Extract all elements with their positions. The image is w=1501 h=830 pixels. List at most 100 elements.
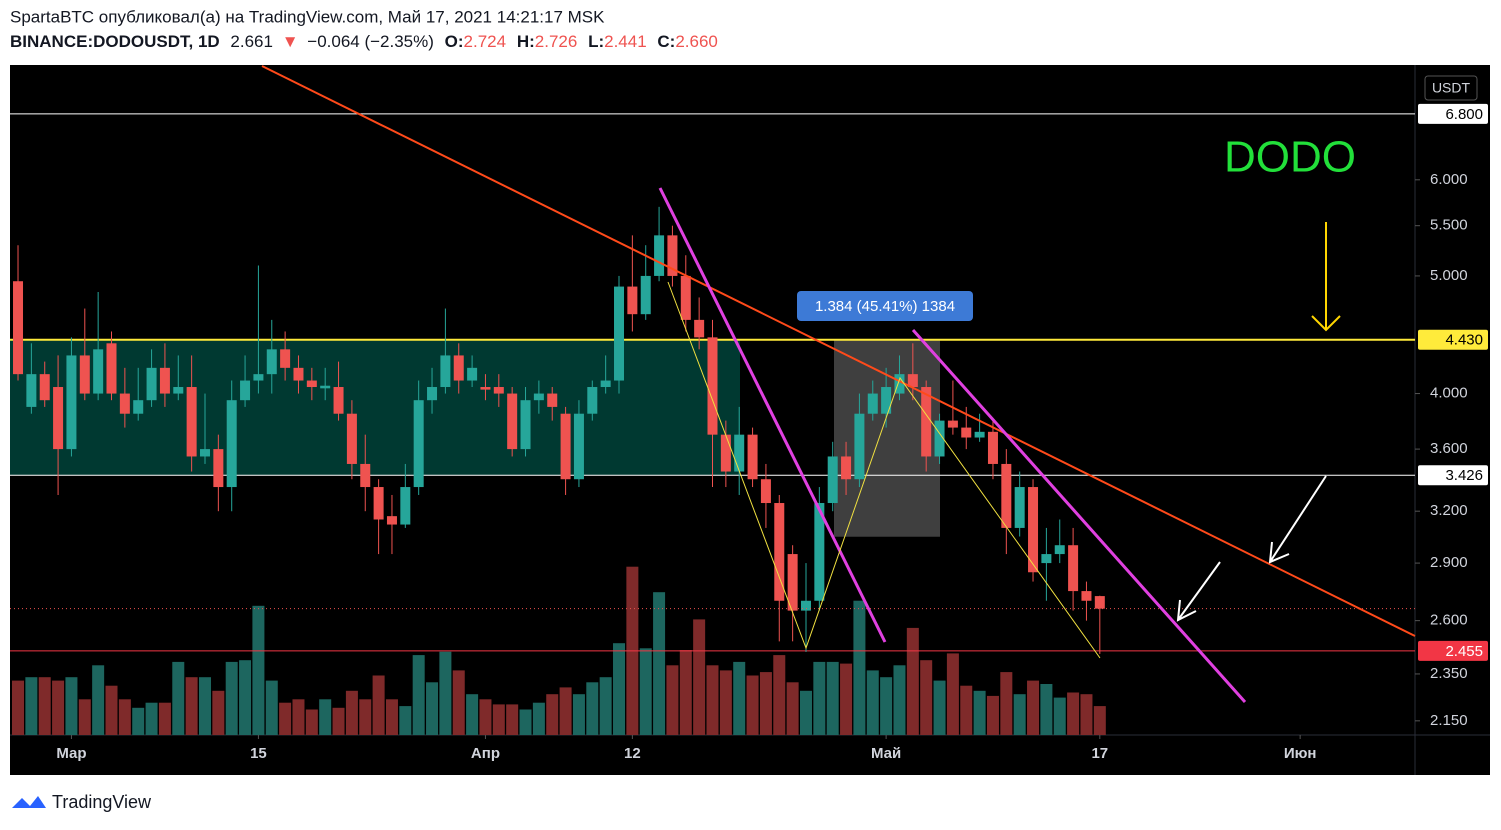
candle-body	[39, 374, 50, 401]
volume-bar	[786, 682, 799, 735]
volume-bar	[332, 707, 345, 735]
measure-label: 1.384 (45.41%) 1384	[815, 298, 955, 315]
x-tick-label: 12	[624, 745, 641, 762]
volume-bar	[52, 680, 65, 735]
candle-body	[640, 275, 651, 315]
open-label: O:	[445, 32, 464, 51]
volume-bar	[1040, 684, 1053, 735]
volume-bar	[1067, 692, 1080, 735]
volume-bar	[599, 677, 612, 735]
trend-line	[911, 329, 1247, 703]
low-label: L:	[588, 32, 604, 51]
candle-body	[320, 385, 331, 389]
close-label: C:	[657, 32, 675, 51]
y-tick-label: 3.200	[1430, 502, 1468, 519]
candle-body	[373, 487, 384, 520]
volume-bar	[519, 709, 532, 735]
candle-body	[934, 420, 945, 457]
y-tick-label: 2.600	[1430, 612, 1468, 629]
change-arrow: ▼	[282, 32, 299, 51]
open-value: 2.724	[464, 32, 507, 51]
measure-box	[797, 291, 973, 321]
volume-bar	[319, 699, 332, 735]
pattern-line	[667, 281, 1101, 659]
volume-bar	[920, 660, 933, 735]
volume-bar	[92, 665, 105, 735]
candle-body	[1054, 545, 1065, 555]
volume-bar	[813, 661, 826, 735]
low-value: 2.441	[604, 32, 647, 51]
candle-body	[747, 434, 758, 480]
x-tick-label: 17	[1091, 745, 1108, 762]
legend-line: BINANCE:DODOUSDT, 1D 2.661 ▼ −0.064 (−2.…	[10, 32, 718, 51]
candle-body	[947, 420, 958, 428]
candle-body	[266, 349, 277, 375]
range-zone	[10, 339, 740, 476]
volume-bar	[946, 653, 959, 735]
candle-body	[427, 387, 438, 401]
drawings	[261, 65, 1416, 703]
volume-bar	[1093, 706, 1106, 735]
volume-bar	[412, 655, 425, 735]
volume-bar	[933, 680, 946, 735]
volume-bar	[986, 695, 999, 735]
arrow	[1311, 222, 1341, 332]
symbol-annotation: DODO	[1224, 133, 1356, 182]
volume-bar	[158, 702, 171, 735]
candle-body	[1094, 596, 1105, 609]
volume-bar	[239, 660, 252, 735]
candle-body	[79, 355, 90, 394]
volume-bar	[759, 672, 772, 735]
x-tick-label: Апр	[471, 745, 500, 762]
candle-body	[520, 400, 531, 450]
candle-body	[734, 434, 745, 472]
volume-bar	[893, 665, 906, 735]
volume-bar	[853, 600, 866, 735]
volume-bar	[466, 694, 479, 735]
candle-body	[467, 367, 478, 381]
volume-bar	[185, 677, 198, 735]
y-tick-label: 5.000	[1430, 267, 1468, 284]
volume-bar	[1013, 694, 1026, 735]
candle-body	[333, 387, 344, 414]
volume-bar	[653, 592, 666, 735]
arrow	[1176, 561, 1221, 622]
volume-bar	[372, 675, 385, 735]
candle-body	[760, 479, 771, 504]
y-tick-label: 5.500	[1430, 217, 1468, 234]
volume-bar	[826, 661, 839, 735]
candle-body	[1001, 463, 1012, 528]
candle-body	[386, 516, 397, 525]
volume-bar	[866, 670, 879, 735]
level-label-box	[1418, 103, 1488, 124]
volume-bar	[733, 661, 746, 735]
candle-body	[1068, 545, 1079, 592]
last-price: 2.661	[230, 32, 273, 51]
volume-bar	[252, 605, 265, 735]
candle-body	[226, 400, 237, 488]
x-tick-label: Май	[871, 745, 901, 762]
candle-body	[680, 275, 691, 320]
volume-bar	[172, 661, 185, 735]
volume-bar	[586, 682, 599, 735]
candle-body	[213, 449, 224, 488]
candle-body	[921, 387, 932, 457]
candle-body	[240, 380, 251, 401]
volume-bar	[719, 670, 732, 735]
volume-bar	[439, 651, 452, 735]
candle-body	[280, 349, 291, 368]
volume-bar	[773, 655, 786, 735]
x-tick-label: Мар	[56, 745, 86, 762]
volume-bar	[359, 699, 372, 735]
candle-body	[827, 456, 838, 504]
candle-body	[533, 393, 544, 401]
candle-body	[774, 503, 785, 601]
y-tick-label: 6.000	[1430, 171, 1468, 188]
series	[10, 113, 1415, 735]
candle-body	[306, 380, 317, 388]
candle-body	[453, 355, 464, 381]
candle-body	[600, 380, 611, 388]
y-tick-label: 4.000	[1430, 385, 1468, 402]
volume-bar	[132, 707, 145, 735]
close-value: 2.660	[675, 32, 718, 51]
